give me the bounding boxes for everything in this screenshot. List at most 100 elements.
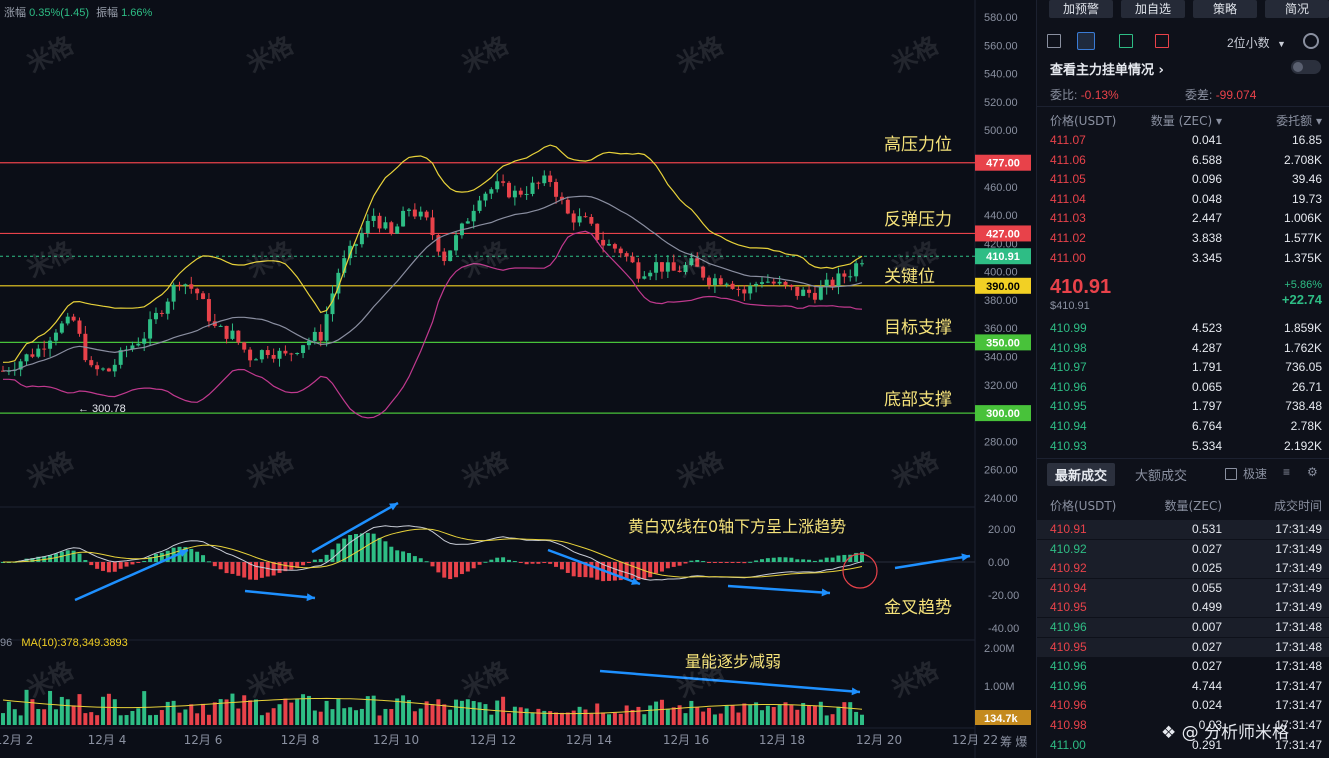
trade-price: 411.00 — [1050, 737, 1086, 752]
macd-bar-up — [412, 556, 417, 562]
candle-up — [854, 263, 859, 277]
volume-bar — [95, 715, 100, 725]
trade-price: 410.95 — [1050, 639, 1087, 654]
volume-bar — [783, 702, 788, 725]
macd-bar-up — [195, 551, 200, 562]
orderbook-list-icon[interactable] — [1077, 32, 1095, 50]
orderbook-row[interactable]: 410.93 5.334 2.192K — [1037, 437, 1329, 456]
macd-bar-down — [112, 562, 117, 572]
macd-bar-down — [259, 562, 264, 578]
orderbook-row[interactable]: 411.07 0.041 16.85 — [1037, 131, 1329, 150]
orderbook-row[interactable]: 411.02 3.838 1.577K — [1037, 229, 1329, 248]
macd-bar-up — [424, 561, 429, 563]
row-amount: 1.859K — [1283, 321, 1322, 335]
candle-down — [595, 223, 600, 240]
macd-bar-up — [789, 557, 794, 562]
row-amount: 2.192K — [1283, 438, 1322, 453]
decimal-select[interactable]: 2位小数 ▼ — [1227, 34, 1286, 51]
candle-down — [30, 354, 35, 357]
orderbook-row[interactable]: 410.98 4.287 1.762K — [1037, 339, 1329, 358]
macd-bar-down — [724, 562, 729, 563]
row-quantity: 1.797 — [1191, 399, 1222, 414]
macd-bar-up — [148, 557, 153, 562]
macd-bar-down — [730, 562, 735, 563]
orderbook-row[interactable]: 411.05 0.096 39.46 — [1037, 170, 1329, 189]
date-tick-label: 12月 18 — [759, 733, 805, 747]
macd-bar-down — [595, 562, 600, 580]
candle-down — [71, 316, 76, 321]
macd-bar-down — [306, 562, 311, 563]
settings-icon[interactable]: ⚙ — [1307, 465, 1318, 479]
candle-down — [707, 277, 712, 285]
tab-latest-trades[interactable]: 最新成交 — [1047, 463, 1116, 486]
macd-bar-up — [165, 550, 170, 562]
orderbook-row[interactable]: 410.96 0.065 26.71 — [1037, 378, 1329, 397]
orderbook-row[interactable]: 411.04 0.048 19.73 — [1037, 190, 1329, 209]
candle-up — [348, 245, 353, 259]
volume-bar — [683, 713, 688, 725]
candle-down — [389, 222, 394, 234]
add-alert-button[interactable]: 加预警 — [1049, 0, 1113, 18]
trend-arrow-head — [631, 577, 640, 585]
main-orders-toggle[interactable] — [1291, 60, 1321, 74]
amplitude-label: 振幅 — [96, 7, 119, 19]
orderbook-asks-icon[interactable] — [1155, 34, 1169, 48]
annotation-bottom-support: 底部支撑 — [884, 390, 952, 410]
strategy-button[interactable]: 策略 — [1193, 0, 1257, 18]
trade-qty: 0.024 — [1191, 698, 1222, 713]
trade-row: 410.94 0.055 17:31:49 — [1037, 578, 1329, 598]
volume-bar — [671, 707, 676, 725]
orderbook-row[interactable]: 410.99 4.523 1.859K — [1037, 319, 1329, 338]
candle-down — [177, 284, 182, 286]
filter-icon[interactable]: ≡ — [1283, 465, 1291, 479]
volume-bar — [342, 708, 347, 725]
macd-bar-down — [548, 562, 553, 564]
trend-arrow-head — [306, 593, 315, 602]
row-amount: 19.73 — [1291, 191, 1322, 206]
candle-down — [236, 330, 241, 343]
col-quantity[interactable]: 数量 (ZEC) ▾ — [1150, 114, 1222, 128]
volume-bar — [565, 712, 570, 725]
orderbook-row[interactable]: 410.95 1.797 738.48 — [1037, 397, 1329, 416]
tab-large-trades[interactable]: 大额成交 — [1135, 469, 1188, 484]
volume-bar — [395, 698, 400, 725]
volume-bar — [630, 709, 635, 725]
candlestick-chart[interactable]: 580.00560.00540.00520.00500.00480.00460.… — [0, 0, 1036, 758]
macd-bar-down — [301, 562, 306, 566]
diff-label: 委差: — [1185, 88, 1213, 102]
volume-bar — [465, 699, 470, 725]
trade-time: 17:31:49 — [1275, 580, 1322, 595]
date-tick-label: 12月 10 — [373, 733, 419, 747]
orderbook-row[interactable]: 410.97 1.791 736.05 — [1037, 358, 1329, 377]
main-orders-link[interactable]: 查看主力挂单情况 › — [1050, 59, 1164, 78]
macd-bar-down — [477, 562, 482, 565]
volume-bar — [306, 695, 311, 725]
overview-button[interactable]: 简况 — [1265, 0, 1329, 18]
orderbook-row[interactable]: 411.06 6.588 2.708K — [1037, 151, 1329, 170]
settings-gear-icon[interactable] — [1303, 33, 1319, 49]
trade-qty: 0.027 — [1191, 541, 1222, 556]
date-tick-label: 12月 20 — [856, 733, 902, 747]
orderbook-row[interactable]: 410.94 6.764 2.78K — [1037, 417, 1329, 436]
price-tick-label: 440.00 — [984, 210, 1018, 222]
speed-checkbox[interactable] — [1225, 468, 1237, 480]
volume-tick-label: 1.00M — [984, 681, 1015, 693]
change-label: 涨幅 — [4, 7, 26, 19]
candle-down — [830, 279, 835, 287]
annotation-rebound-pressure: 反弹压力 — [884, 210, 952, 230]
macd-bar-down — [283, 562, 288, 572]
orderbook-bids-icon[interactable] — [1119, 34, 1133, 48]
orderbook-row[interactable]: 411.03 2.447 1.006K — [1037, 209, 1329, 228]
macd-bar-down — [442, 562, 447, 578]
orderbook-both-icon[interactable] — [1047, 34, 1061, 48]
volume-bar — [406, 700, 411, 725]
date-tick-label: 12月 22 — [952, 733, 998, 747]
orderbook-row[interactable]: 411.00 3.345 1.375K — [1037, 249, 1329, 268]
macd-bar-up — [36, 556, 41, 562]
volume-bar — [701, 711, 706, 725]
volume-bar — [312, 710, 317, 725]
col-amount[interactable]: 委托额 ▾ — [1276, 114, 1322, 128]
macd-bar-up — [759, 559, 764, 562]
trade-row: 410.96 4.744 17:31:47 — [1037, 677, 1329, 696]
add-watchlist-button[interactable]: 加自选 — [1121, 0, 1185, 18]
